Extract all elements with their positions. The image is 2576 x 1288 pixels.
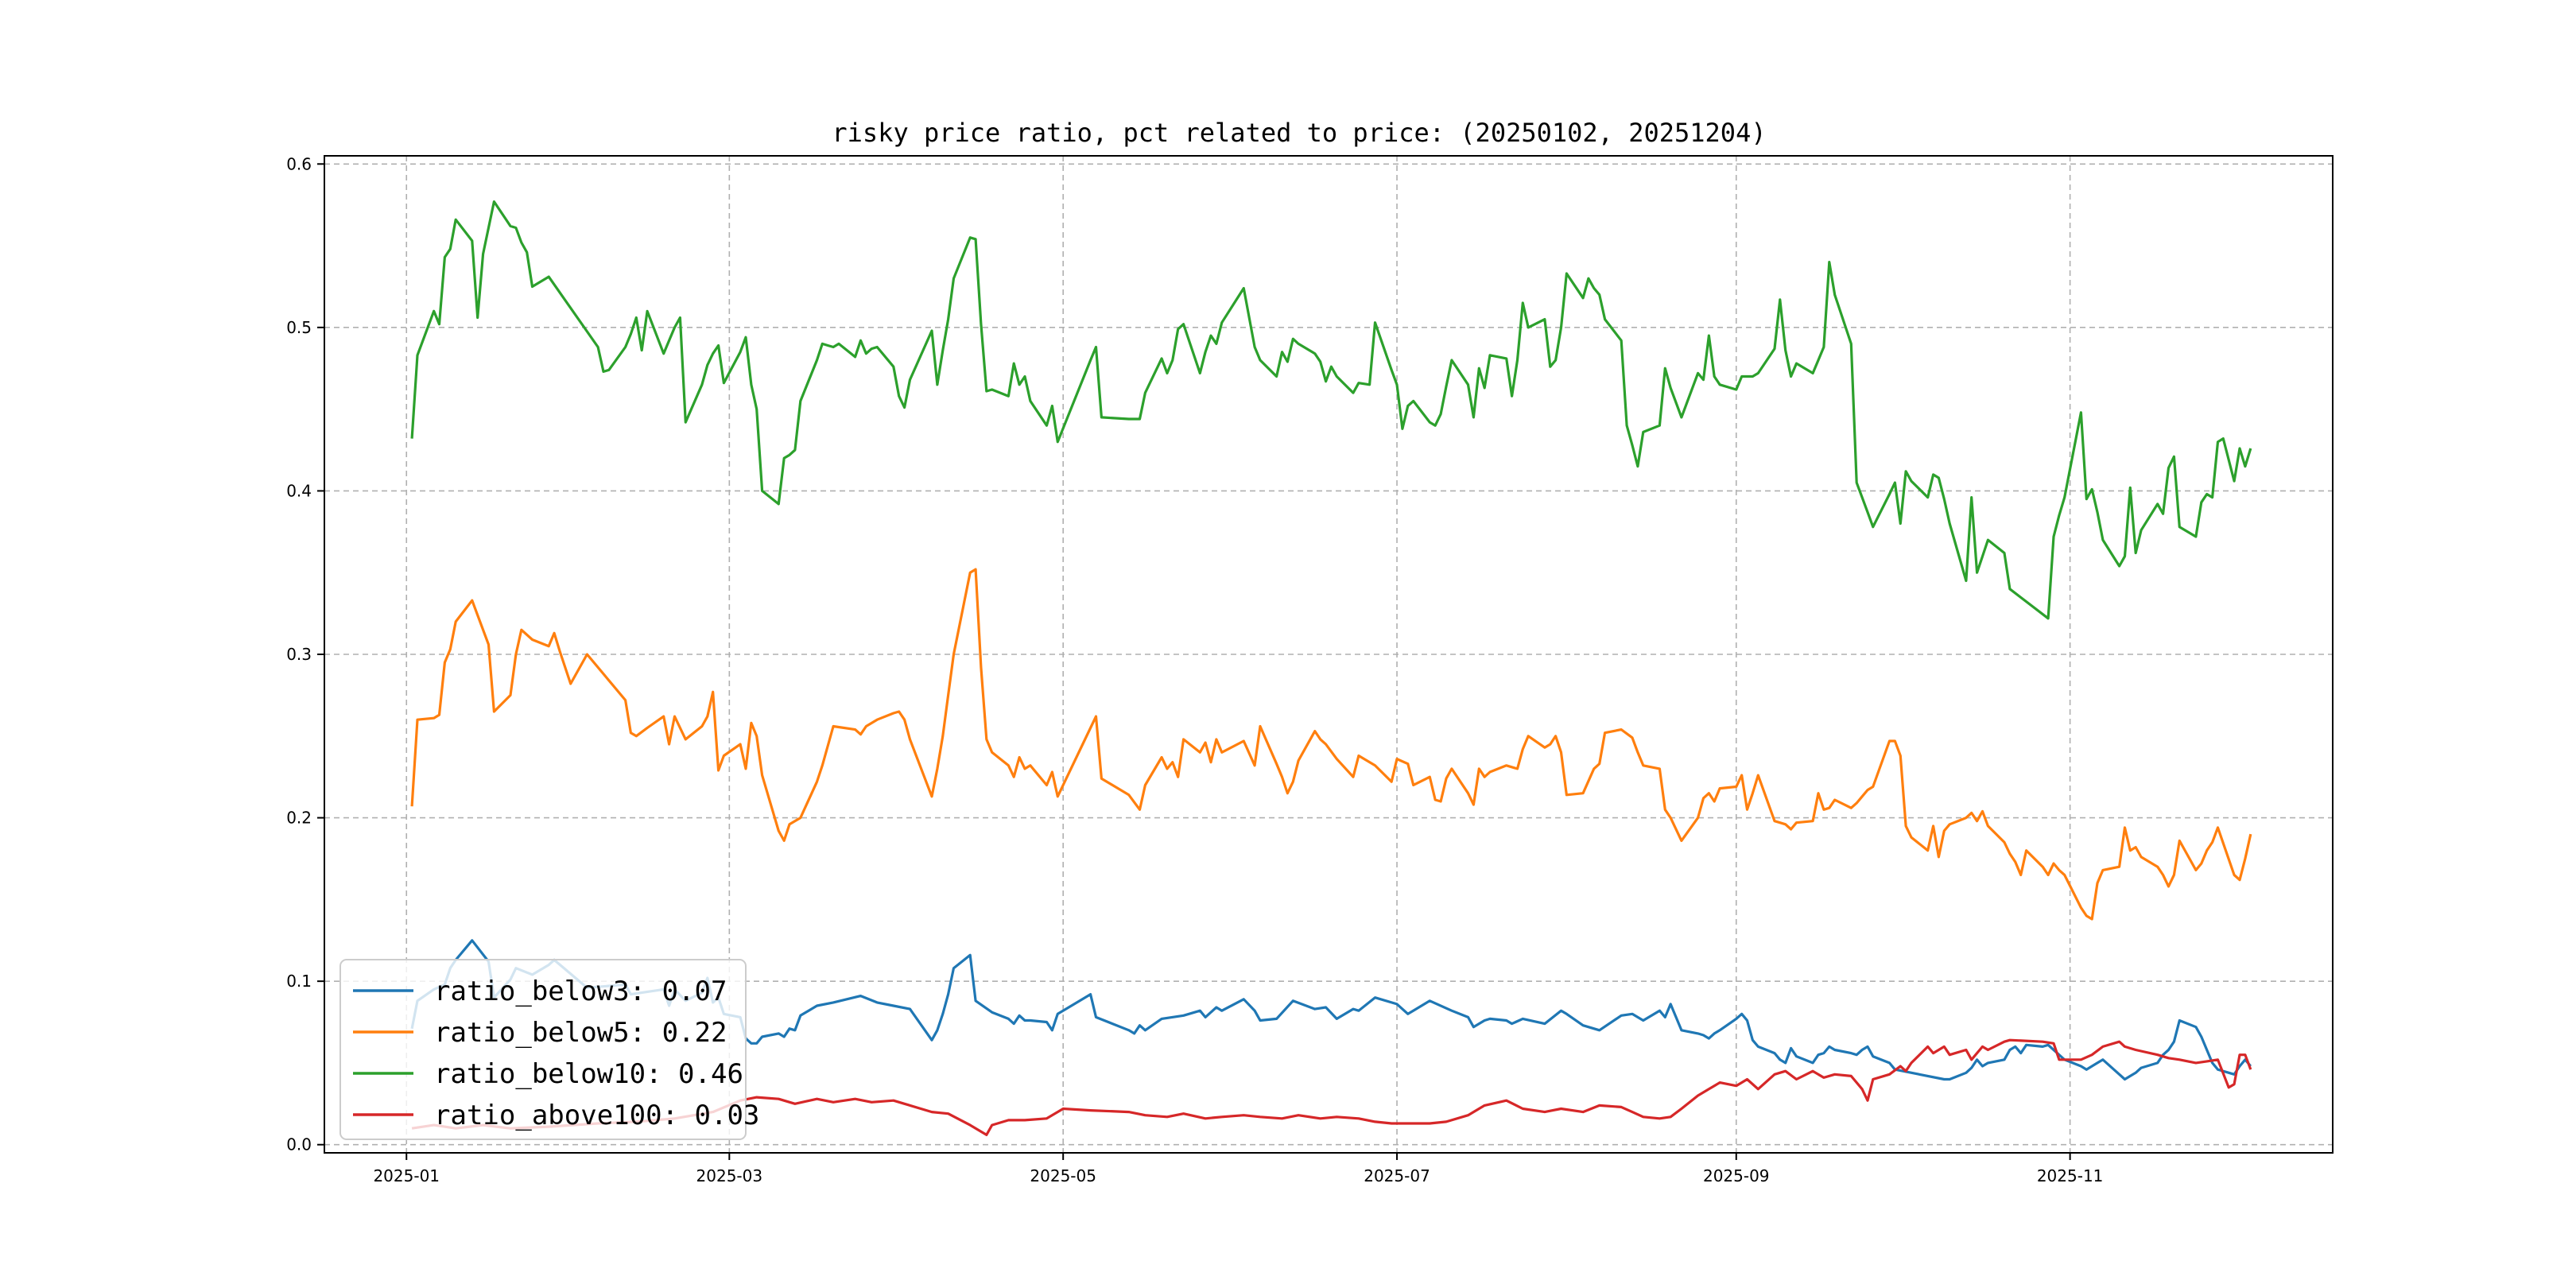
legend-label-ratio_below3: ratio_below3: 0.07 bbox=[434, 976, 727, 1007]
y-tick-label: 0.5 bbox=[286, 318, 312, 337]
y-tick-label: 0.0 bbox=[286, 1135, 312, 1154]
y-tick-label: 0.4 bbox=[286, 481, 312, 500]
series-layer bbox=[410, 200, 2252, 1136]
y-tick-label: 0.6 bbox=[286, 154, 312, 173]
y-axis: 0.0 0.1 0.2 0.3 0.4 0.5 0.6 bbox=[286, 154, 324, 1154]
legend-label-ratio_below5: ratio_below5: 0.22 bbox=[434, 1017, 727, 1049]
legend-label-ratio_below10: ratio_below10: 0.46 bbox=[434, 1058, 743, 1090]
series-line-ratio_below3 bbox=[410, 939, 2252, 1081]
series-line-ratio_above100 bbox=[411, 1038, 2252, 1136]
y-tick-label: 0.3 bbox=[286, 645, 312, 664]
series-line-ratio_below10 bbox=[410, 200, 2252, 620]
series-line-ratio_below5 bbox=[410, 568, 2252, 921]
x-tick-label: 2025-03 bbox=[696, 1166, 763, 1185]
x-tick-label: 2025-07 bbox=[1364, 1166, 1430, 1185]
x-axis: 2025-01 2025-03 2025-05 2025-07 2025-09 2025-… bbox=[373, 1153, 2103, 1185]
x-tick-label: 2025-11 bbox=[2037, 1166, 2104, 1185]
legend-box bbox=[339, 959, 747, 1140]
x-tick-label: 2025-01 bbox=[373, 1166, 440, 1185]
x-tick-label: 2025-05 bbox=[1030, 1166, 1096, 1185]
y-tick-label: 0.1 bbox=[286, 972, 312, 991]
legend-label-ratio_above100: ratio_above100: 0.03 bbox=[434, 1100, 759, 1131]
y-tick-label: 0.2 bbox=[286, 809, 312, 828]
chart-title: risky price ratio, pct related to price:… bbox=[832, 118, 1766, 148]
x-tick-label: 2025-09 bbox=[1703, 1166, 1770, 1185]
legend: ratio_below3: 0.07 ratio_below5: 0.22 rati… bbox=[339, 959, 759, 1140]
